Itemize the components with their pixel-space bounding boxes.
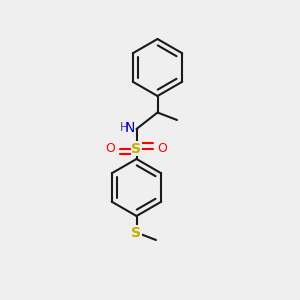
Text: O: O [106,142,116,155]
Text: S: S [131,226,142,239]
Text: H: H [120,121,129,134]
Text: S: S [131,142,142,155]
Text: O: O [158,142,167,155]
Text: N: N [124,121,135,134]
